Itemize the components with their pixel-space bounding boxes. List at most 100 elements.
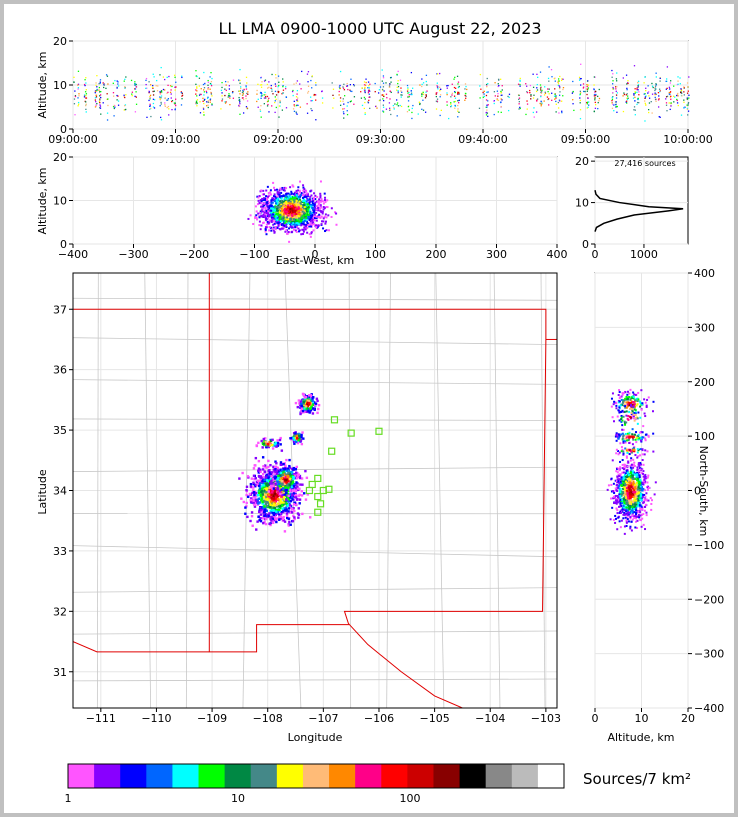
source-point: [279, 217, 282, 220]
source-point: [640, 489, 643, 492]
source-point: [261, 456, 265, 459]
source-point: [305, 218, 308, 221]
source-point: [254, 216, 257, 219]
source-point: [547, 88, 549, 90]
source-point: [85, 89, 87, 91]
source-point: [272, 223, 275, 226]
source-point: [272, 506, 275, 509]
source-point: [286, 500, 290, 503]
source-point: [637, 455, 640, 458]
source-point: [302, 228, 305, 231]
source-point: [654, 96, 656, 99]
source-point: [579, 90, 582, 92]
source-point: [637, 89, 639, 91]
source-point: [195, 70, 197, 72]
source-point: [274, 100, 276, 102]
source-point: [422, 82, 425, 84]
source-point: [267, 217, 270, 220]
source-point: [325, 205, 328, 208]
source-point: [312, 208, 315, 211]
source-point: [644, 102, 646, 105]
source-point: [278, 193, 281, 196]
source-point: [632, 463, 635, 466]
source-point: [587, 84, 590, 86]
source-point: [629, 464, 632, 467]
source-point: [311, 399, 314, 402]
source-point: [267, 459, 270, 463]
source-point: [486, 104, 488, 106]
source-point: [579, 92, 582, 94]
source-point: [295, 104, 298, 107]
source-point: [540, 92, 543, 94]
source-point: [307, 399, 311, 402]
source-point: [291, 498, 294, 501]
source-point: [639, 487, 642, 490]
source-point: [407, 105, 410, 108]
source-point: [582, 87, 585, 89]
source-point: [572, 80, 574, 83]
source-point: [421, 93, 423, 95]
source-point: [364, 112, 366, 114]
source-point: [260, 489, 264, 492]
source-point: [281, 188, 284, 191]
source-point: [252, 501, 255, 505]
source-point: [254, 477, 257, 480]
source-point: [347, 101, 349, 104]
source-point: [321, 212, 324, 215]
source-point: [207, 88, 209, 91]
source-point: [259, 110, 262, 112]
source-point: [615, 88, 617, 90]
source-point: [486, 112, 489, 114]
source-point: [306, 401, 310, 404]
source-point: [627, 514, 630, 517]
source-point: [257, 196, 260, 199]
source-point: [284, 479, 287, 482]
source-point: [278, 505, 281, 508]
source-point: [170, 89, 172, 91]
source-point: [630, 510, 633, 513]
source-point: [579, 93, 582, 95]
county-boundary: [96, 273, 99, 708]
source-point: [647, 91, 650, 93]
source-point: [268, 205, 271, 208]
source-point: [264, 213, 267, 216]
source-point: [105, 74, 108, 76]
source-point: [279, 461, 283, 464]
source-point: [282, 484, 285, 488]
source-point: [647, 85, 649, 87]
county-boundary: [73, 630, 557, 635]
source-point: [279, 215, 282, 218]
source-point: [632, 97, 635, 99]
source-point: [579, 117, 582, 120]
source-point: [160, 66, 162, 69]
source-point: [296, 226, 299, 229]
source-point: [295, 218, 298, 221]
source-point: [637, 482, 640, 485]
source-point: [295, 201, 298, 204]
source-point: [457, 92, 459, 94]
source-point: [623, 525, 626, 528]
source-point: [292, 503, 296, 506]
source-point: [239, 68, 241, 71]
source-point: [125, 76, 127, 78]
source-point: [257, 83, 259, 85]
source-point: [304, 405, 307, 408]
source-point: [261, 210, 264, 213]
source-point: [436, 86, 439, 89]
source-point: [486, 86, 488, 88]
source-point: [290, 482, 293, 485]
source-point: [640, 463, 643, 466]
source-point: [508, 96, 510, 99]
source-point: [410, 90, 413, 92]
source-point: [160, 95, 163, 97]
source-point: [421, 78, 423, 80]
source-point: [272, 220, 275, 223]
source-point: [261, 502, 264, 505]
source-point: [464, 83, 467, 85]
source-point: [272, 195, 275, 198]
source-point: [625, 519, 628, 522]
source-point: [210, 71, 212, 74]
source-point: [622, 480, 625, 483]
source-point: [196, 90, 198, 92]
source-point: [135, 103, 138, 105]
